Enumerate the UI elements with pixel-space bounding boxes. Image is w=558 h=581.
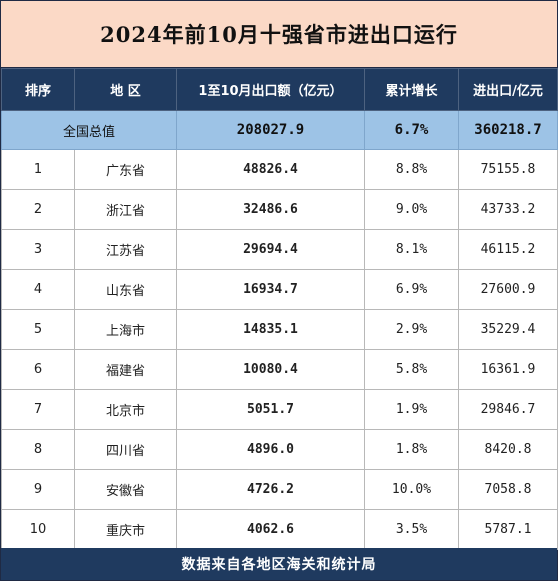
trade-cell: 8420.8 [458, 429, 558, 470]
total-export: 208027.9 [176, 110, 365, 150]
table-row: 7 北京市 5051.7 1.9% 29846.7 [1, 389, 558, 430]
header-rank: 排序 [1, 68, 75, 111]
region-cell: 上海市 [74, 309, 177, 350]
growth-cell: 6.9% [364, 269, 459, 310]
region-cell: 安徽省 [74, 469, 177, 510]
table-row: 3 江苏省 29694.4 8.1% 46115.2 [1, 229, 558, 270]
region-cell: 广东省 [74, 149, 177, 190]
export-cell: 29694.4 [176, 229, 365, 270]
trade-cell: 5787.1 [458, 509, 558, 550]
rank-cell: 4 [1, 269, 75, 310]
trade-cell: 27600.9 [458, 269, 558, 310]
export-cell: 5051.7 [176, 389, 365, 430]
growth-cell: 8.8% [364, 149, 459, 190]
growth-cell: 5.8% [364, 349, 459, 390]
table-row: 1 广东省 48826.4 8.8% 75155.8 [1, 149, 558, 190]
total-row: 全国总值 208027.9 6.7% 360218.7 [1, 110, 558, 150]
trade-cell: 75155.8 [458, 149, 558, 190]
export-cell: 10080.4 [176, 349, 365, 390]
export-cell: 4062.6 [176, 509, 365, 550]
table-row: 5 上海市 14835.1 2.9% 35229.4 [1, 309, 558, 350]
total-label: 全国总值 [1, 110, 177, 150]
region-cell: 浙江省 [74, 189, 177, 230]
rank-cell: 2 [1, 189, 75, 230]
total-trade: 360218.7 [458, 110, 558, 150]
header-row: 排序 地 区 1至10月出口额（亿元） 累计增长 进出口/亿元 [1, 68, 558, 111]
table-row: 10 重庆市 4062.6 3.5% 5787.1 [1, 509, 558, 550]
rank-cell: 8 [1, 429, 75, 470]
trade-cell: 29846.7 [458, 389, 558, 430]
rank-cell: 1 [1, 149, 75, 190]
export-cell: 32486.6 [176, 189, 365, 230]
table-row: 2 浙江省 32486.6 9.0% 43733.2 [1, 189, 558, 230]
rank-cell: 5 [1, 309, 75, 350]
region-cell: 江苏省 [74, 229, 177, 270]
export-cell: 4896.0 [176, 429, 365, 470]
rank-cell: 10 [1, 509, 75, 550]
export-cell: 16934.7 [176, 269, 365, 310]
growth-cell: 2.9% [364, 309, 459, 350]
table-row: 8 四川省 4896.0 1.8% 8420.8 [1, 429, 558, 470]
trade-cell: 35229.4 [458, 309, 558, 350]
region-cell: 山东省 [74, 269, 177, 310]
rank-cell: 9 [1, 469, 75, 510]
growth-cell: 1.8% [364, 429, 459, 470]
source-footer: 数据来自各地区海关和统计局 [1, 548, 557, 580]
header-region: 地 区 [74, 68, 177, 111]
table-row: 6 福建省 10080.4 5.8% 16361.9 [1, 349, 558, 390]
growth-cell: 10.0% [364, 469, 459, 510]
growth-cell: 3.5% [364, 509, 459, 550]
trade-cell: 43733.2 [458, 189, 558, 230]
trade-cell: 46115.2 [458, 229, 558, 270]
trade-cell: 7058.8 [458, 469, 558, 510]
export-cell: 4726.2 [176, 469, 365, 510]
header-export: 1至10月出口额（亿元） [176, 68, 365, 111]
table-row: 4 山东省 16934.7 6.9% 27600.9 [1, 269, 558, 310]
export-cell: 14835.1 [176, 309, 365, 350]
table-row: 9 安徽省 4726.2 10.0% 7058.8 [1, 469, 558, 510]
growth-cell: 1.9% [364, 389, 459, 430]
growth-cell: 9.0% [364, 189, 459, 230]
region-cell: 北京市 [74, 389, 177, 430]
trade-cell: 16361.9 [458, 349, 558, 390]
rank-cell: 7 [1, 389, 75, 430]
region-cell: 四川省 [74, 429, 177, 470]
growth-cell: 8.1% [364, 229, 459, 270]
region-cell: 重庆市 [74, 509, 177, 550]
page-title: 2024年前10月十强省市进出口运行 [1, 1, 557, 68]
rank-cell: 3 [1, 229, 75, 270]
ranking-table: 排序 地 区 1至10月出口额（亿元） 累计增长 进出口/亿元 全国总值 208… [1, 68, 558, 550]
rank-cell: 6 [1, 349, 75, 390]
region-cell: 福建省 [74, 349, 177, 390]
export-cell: 48826.4 [176, 149, 365, 190]
header-growth: 累计增长 [364, 68, 459, 111]
total-growth: 6.7% [364, 110, 459, 150]
header-trade: 进出口/亿元 [458, 68, 558, 111]
